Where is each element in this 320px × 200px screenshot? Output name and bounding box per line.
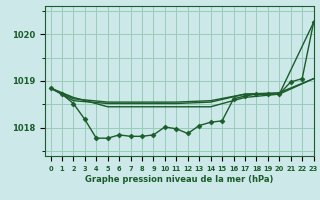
X-axis label: Graphe pression niveau de la mer (hPa): Graphe pression niveau de la mer (hPa) [85, 174, 273, 184]
